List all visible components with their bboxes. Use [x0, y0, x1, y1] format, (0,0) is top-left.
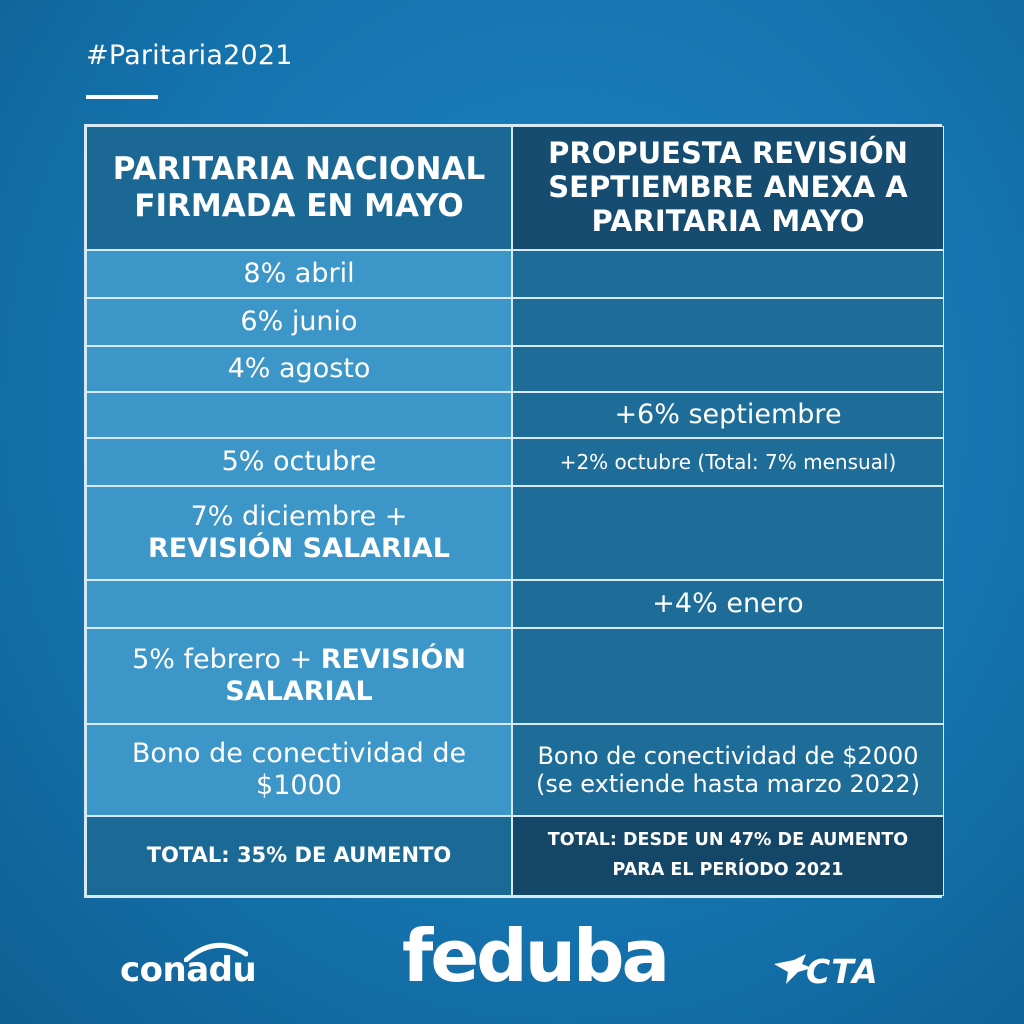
row-6-left-bold: REVISIÓN SALARIAL — [148, 533, 450, 564]
row-8-right — [512, 628, 944, 724]
row-8-left-bold: REVISIÓN SALARIAL — [225, 643, 466, 707]
row-2-left: 6% junio — [86, 298, 512, 346]
row-7-right: +4% enero — [512, 580, 944, 628]
row-8-left-text: 5% febrero + — [132, 643, 313, 675]
hashtag-title: #Paritaria2021 — [86, 40, 293, 71]
row-6-left-text: 7% diciembre + — [190, 500, 408, 532]
row-4-right: +6% septiembre — [512, 392, 944, 438]
row-9-right: Bono de conectividad de $2000 (se extien… — [512, 724, 944, 816]
row-5-right: +2% octubre (Total: 7% mensual) — [512, 438, 944, 486]
row-6-left: 7% diciembre + REVISIÓN SALARIAL — [86, 486, 512, 580]
comparison-table: PARITARIA NACIONAL FIRMADA EN MAYO PROPU… — [84, 124, 944, 898]
row-4-left — [86, 392, 512, 438]
row-1-left: 8% abril — [86, 250, 512, 298]
cta-logo: CTA — [806, 952, 879, 991]
conadu-logo: conadu — [120, 950, 257, 990]
row-1-right — [512, 250, 944, 298]
feduba-logo: feduba — [402, 914, 670, 998]
row-5-left: 5% octubre — [86, 438, 512, 486]
row-3-right — [512, 346, 944, 392]
row-3-left: 4% agosto — [86, 346, 512, 392]
conadu-arc-icon — [184, 942, 248, 962]
header-left: PARITARIA NACIONAL FIRMADA EN MAYO — [86, 126, 512, 250]
row-8-left: 5% febrero + REVISIÓN SALARIAL — [86, 628, 512, 724]
row-7-left — [86, 580, 512, 628]
row-9-left: Bono de conectividad de $1000 — [86, 724, 512, 816]
row-2-right — [512, 298, 944, 346]
total-right: TOTAL: DESDE UN 47% DE AUMENTO PARA EL P… — [512, 816, 944, 896]
cta-bird-icon — [774, 954, 812, 984]
row-6-right — [512, 486, 944, 580]
footer-logos: conadu feduba CTA — [0, 920, 1024, 1020]
title-underline — [86, 95, 158, 99]
total-left: TOTAL: 35% DE AUMENTO — [86, 816, 512, 896]
header-right: PROPUESTA REVISIÓN SEPTIEMBRE ANEXA A PA… — [512, 126, 944, 250]
